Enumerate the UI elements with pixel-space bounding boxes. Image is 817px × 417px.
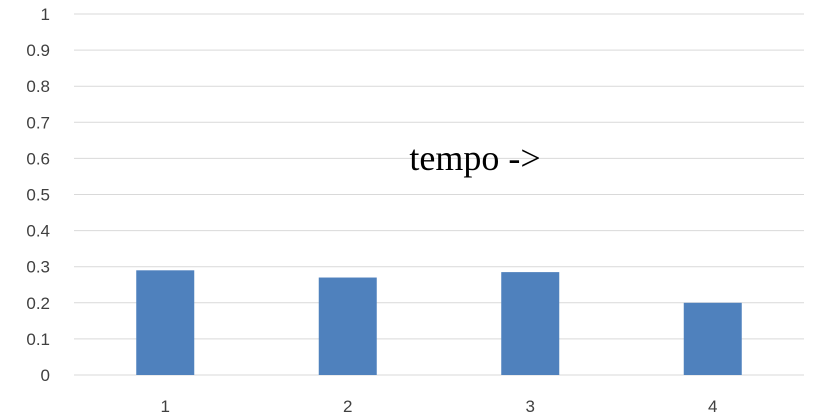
y-tick-label: 0.1: [26, 330, 50, 349]
bar: [683, 302, 742, 375]
bars: [136, 270, 742, 375]
y-tick-label: 0.7: [26, 113, 50, 132]
x-axis-tick-labels: 1 2 3 4: [161, 397, 718, 416]
gridlines: [74, 13, 804, 376]
y-tick-label: 0.6: [26, 149, 50, 168]
x-tick-label: 2: [343, 397, 352, 416]
y-tick-label: 0.5: [26, 186, 50, 205]
x-tick-label: 1: [161, 397, 170, 416]
y-tick-label: 0: [41, 366, 50, 385]
bar: [318, 277, 377, 375]
bar: [136, 270, 195, 375]
y-tick-label: 0.3: [26, 258, 50, 277]
y-tick-label: 0.9: [26, 41, 50, 60]
bar: [501, 272, 560, 375]
y-tick-label: 0.8: [26, 77, 50, 96]
annotation-text: tempo ->: [409, 138, 540, 178]
y-axis-tick-labels: 0 0.1 0.2 0.3 0.4 0.5 0.6 0.7 0.8 0.9 1: [26, 5, 50, 385]
x-tick-label: 4: [708, 397, 717, 416]
x-tick-label: 3: [526, 397, 535, 416]
y-tick-label: 1: [41, 5, 50, 24]
y-tick-label: 0.4: [26, 222, 50, 241]
y-tick-label: 0.2: [26, 294, 50, 313]
